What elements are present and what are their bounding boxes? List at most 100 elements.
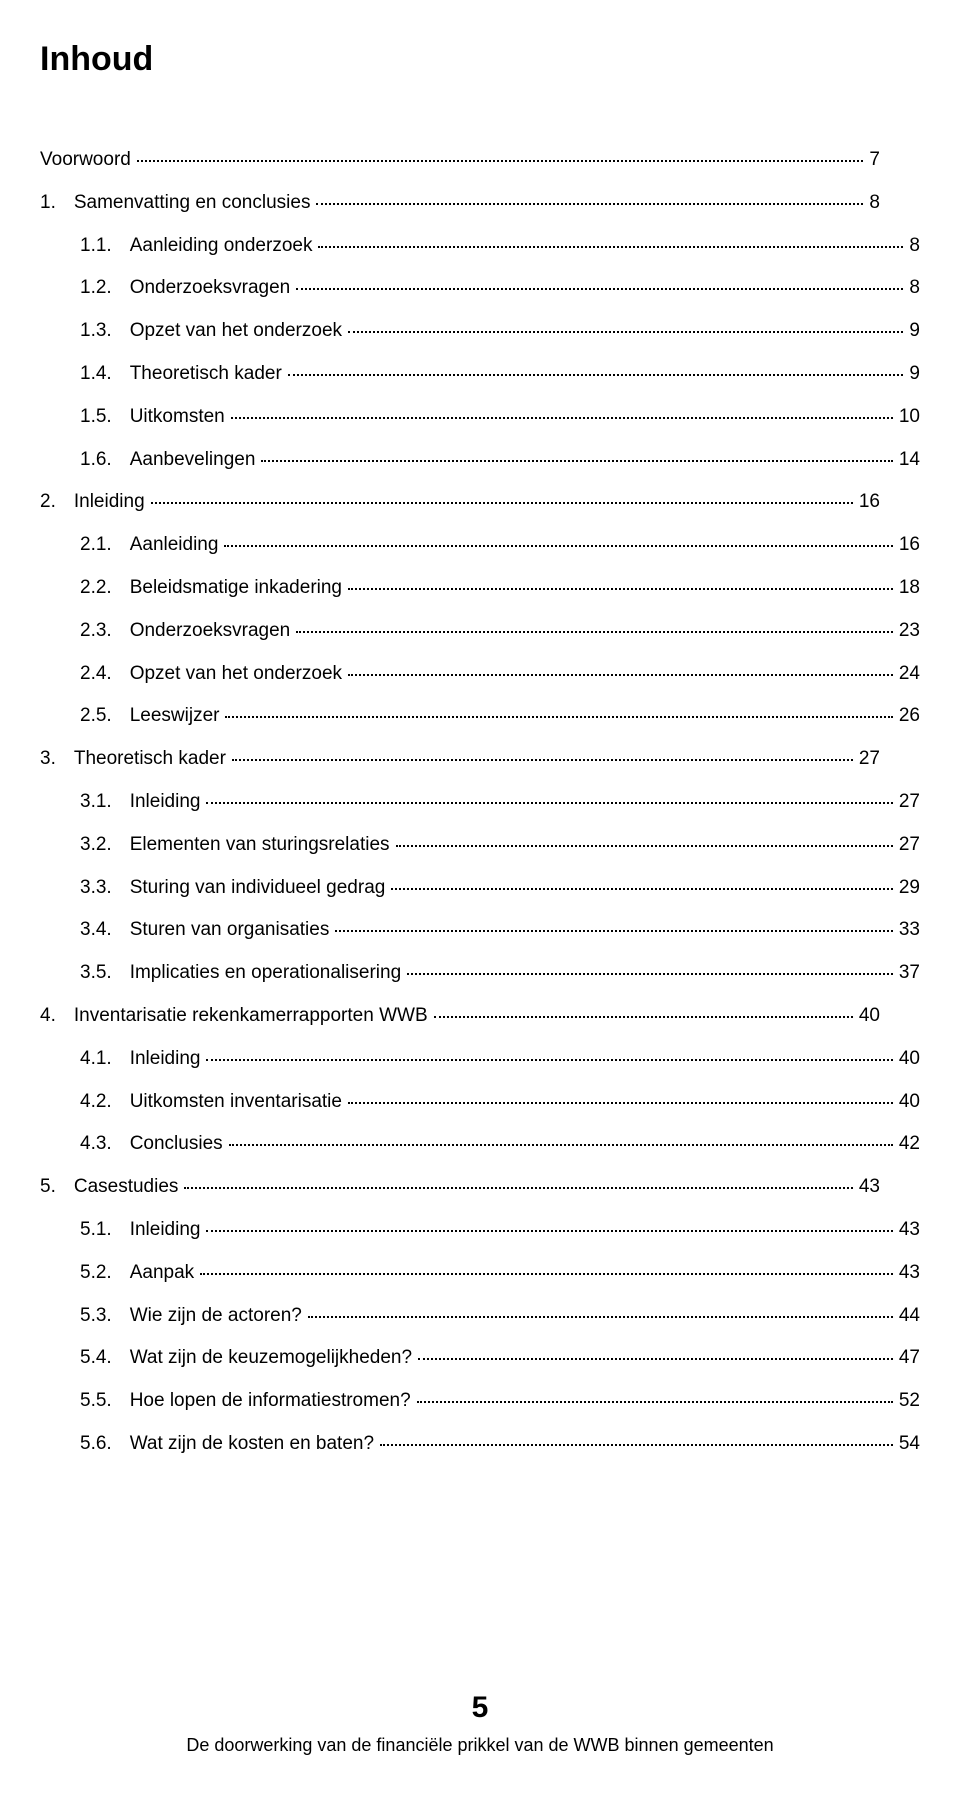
- toc-entry-number: 1.2.: [80, 277, 112, 300]
- toc-entry-label: Inleiding: [130, 1048, 201, 1071]
- toc-entry-number: 5.5.: [80, 1390, 112, 1413]
- toc-entry-label: Aanbevelingen: [130, 449, 256, 472]
- toc-leader-dots: [318, 246, 903, 248]
- toc-row: 1.5.Uitkomsten10: [40, 406, 920, 429]
- toc-row: 2.Inleiding16: [40, 491, 880, 514]
- toc-entry-label: Wat zijn de keuzemogelijkheden?: [130, 1347, 412, 1370]
- toc-leader-dots: [206, 1059, 892, 1061]
- toc-leader-dots: [296, 631, 893, 633]
- toc-row: 1.1.Aanleiding onderzoek8: [40, 235, 920, 258]
- toc-entry-page: 26: [899, 705, 920, 728]
- toc-entry-number: 4.3.: [80, 1133, 112, 1156]
- toc-entry-label: Beleidsmatige inkadering: [130, 577, 342, 600]
- toc-leader-dots: [225, 716, 892, 718]
- toc-entry-label: Uitkomsten: [130, 406, 225, 429]
- toc-entry-page: 8: [909, 235, 920, 258]
- toc-entry-label: Inventarisatie rekenkamerrapporten WWB: [74, 1005, 428, 1028]
- toc-entry-label: Theoretisch kader: [130, 363, 282, 386]
- toc-leader-dots: [224, 545, 892, 547]
- toc-entry-number: 3.2.: [80, 834, 112, 857]
- toc-entry-number: 5.1.: [80, 1219, 112, 1242]
- toc-entry-label: Wie zijn de actoren?: [130, 1305, 302, 1328]
- toc-entry-number: 1.4.: [80, 363, 112, 386]
- toc-leader-dots: [417, 1401, 893, 1403]
- toc-entry-page: 43: [899, 1262, 920, 1285]
- toc-leader-dots: [206, 1230, 892, 1232]
- page-title: Inhoud: [40, 40, 880, 79]
- toc-entry-page: 37: [899, 962, 920, 985]
- toc-entry-number: 4.: [40, 1005, 56, 1028]
- toc-leader-dots: [418, 1358, 893, 1360]
- toc-row: 3.5.Implicaties en operationalisering37: [40, 962, 920, 985]
- toc-entry-label: Casestudies: [74, 1176, 179, 1199]
- toc-entry-label: Opzet van het onderzoek: [130, 320, 342, 343]
- toc-entry-page: 29: [899, 877, 920, 900]
- toc-row: 5.4.Wat zijn de keuzemogelijkheden?47: [40, 1347, 920, 1370]
- toc-row: 3.Theoretisch kader27: [40, 748, 880, 771]
- toc-entry-number: 3.: [40, 748, 56, 771]
- toc-entry-number: 2.3.: [80, 620, 112, 643]
- toc-leader-dots: [151, 502, 853, 504]
- toc-entry-page: 9: [909, 363, 920, 386]
- toc-entry-page: 7: [869, 149, 880, 172]
- footer-page-number: 5: [0, 1691, 960, 1725]
- toc-entry-number: 2.1.: [80, 534, 112, 557]
- toc-entry-page: 16: [899, 534, 920, 557]
- toc-row: 1.3. Opzet van het onderzoek 9: [40, 320, 920, 343]
- toc-leader-dots: [206, 802, 892, 804]
- toc-leader-dots: [200, 1273, 893, 1275]
- toc-entry-number: 1.3.: [80, 320, 112, 343]
- toc-entry-label: Inleiding: [130, 791, 201, 814]
- toc-entry-page: 8: [909, 277, 920, 300]
- toc-leader-dots: [391, 888, 893, 890]
- page: Inhoud Voorwoord71.Samenvatting en concl…: [0, 0, 960, 1806]
- toc-leader-dots: [137, 160, 864, 162]
- toc-row: 2.5. Leeswijzer 26: [40, 705, 920, 728]
- toc-leader-dots: [308, 1316, 893, 1318]
- toc-entry-page: 14: [899, 449, 920, 472]
- page-footer: 5 De doorwerking van de financiële prikk…: [0, 1691, 960, 1756]
- toc-leader-dots: [348, 674, 893, 676]
- toc-entry-number: 5.: [40, 1176, 56, 1199]
- toc-entry-number: 1.6.: [80, 449, 112, 472]
- toc-row: 2.2.Beleidsmatige inkadering18: [40, 577, 920, 600]
- toc-entry-label: Wat zijn de kosten en baten?: [130, 1433, 374, 1456]
- toc-entry-page: 52: [899, 1390, 920, 1413]
- toc-leader-dots: [396, 845, 893, 847]
- toc-row: 1.4. Theoretisch kader 9: [40, 363, 920, 386]
- toc-leader-dots: [231, 417, 893, 419]
- toc-entry-number: 5.3.: [80, 1305, 112, 1328]
- toc-row: 3.2.Elementen van sturingsrelaties27: [40, 834, 920, 857]
- toc-entry-page: 40: [899, 1048, 920, 1071]
- toc-entry-label: Opzet van het onderzoek: [130, 663, 342, 686]
- toc-row: 5.5.Hoe lopen de informatiestromen?52: [40, 1390, 920, 1413]
- toc-leader-dots: [288, 374, 904, 376]
- toc-entry-page: 40: [859, 1005, 880, 1028]
- toc-row: 2.3.Onderzoeksvragen23: [40, 620, 920, 643]
- toc-row: 5.2.Aanpak43: [40, 1262, 920, 1285]
- toc-entry-label: Aanleiding: [130, 534, 219, 557]
- toc-entry-number: 1.1.: [80, 235, 112, 258]
- toc-entry-page: 10: [899, 406, 920, 429]
- toc-entry-number: 4.1.: [80, 1048, 112, 1071]
- toc-leader-dots: [296, 288, 903, 290]
- toc-row: 1.2.Onderzoeksvragen8: [40, 277, 920, 300]
- toc-entry-page: 44: [899, 1305, 920, 1328]
- toc-entry-page: 16: [859, 491, 880, 514]
- toc-row: 2.1. Aanleiding 16: [40, 534, 920, 557]
- toc-row: 3.3.Sturing van individueel gedrag29: [40, 877, 920, 900]
- toc-entry-number: 2.5.: [80, 705, 112, 728]
- toc-entry-page: 9: [909, 320, 920, 343]
- toc-leader-dots: [232, 759, 853, 761]
- toc-entry-label: Onderzoeksvragen: [130, 620, 291, 643]
- toc-entry-label: Implicaties en operationalisering: [130, 962, 401, 985]
- toc-entry-page: 40: [899, 1091, 920, 1114]
- toc-row: Voorwoord7: [40, 149, 880, 172]
- toc-row: 1.6. Aanbevelingen 14: [40, 449, 920, 472]
- toc-row: 5.Casestudies43: [40, 1176, 880, 1199]
- toc-entry-label: Leeswijzer: [130, 705, 220, 728]
- toc-leader-dots: [261, 460, 892, 462]
- toc-row: 3.4.Sturen van organisaties33: [40, 919, 920, 942]
- toc-entry-number: 3.4.: [80, 919, 112, 942]
- toc-entry-page: 42: [899, 1133, 920, 1156]
